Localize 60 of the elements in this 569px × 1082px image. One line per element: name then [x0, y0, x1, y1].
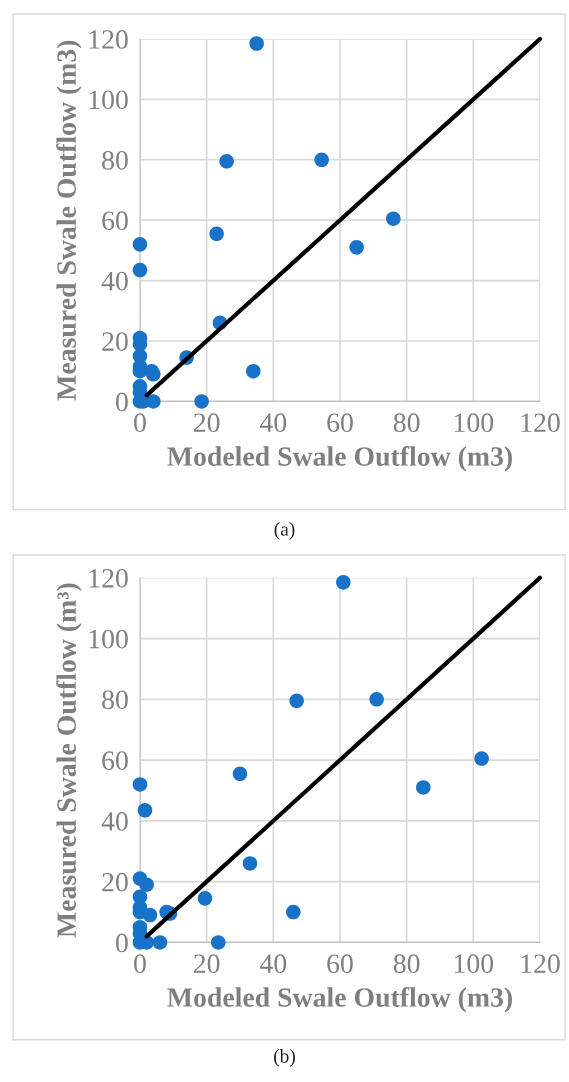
point	[146, 394, 161, 409]
x-tick-label: 40	[259, 413, 287, 433]
x-tick-label: 0	[134, 413, 146, 433]
y-tick-label: 60	[102, 211, 128, 231]
point	[137, 802, 153, 818]
y-tick-label: 0	[116, 392, 128, 412]
y-tick-label: 0	[116, 933, 128, 953]
point	[314, 152, 329, 168]
x-tick-label: 120	[521, 954, 560, 974]
point	[369, 692, 384, 707]
y-axis-title: Measured Swale Outflow (m3)	[56, 40, 82, 401]
y-tick-label: 100	[89, 629, 128, 649]
y-tick-label: 60	[102, 751, 128, 771]
point	[416, 780, 431, 795]
y-tick-label: 20	[102, 872, 128, 892]
x-tick-label: 20	[193, 413, 220, 433]
x-tick-label: 40	[259, 954, 287, 974]
point	[249, 36, 264, 51]
point	[286, 904, 301, 920]
x-tick-label: 60	[327, 413, 353, 433]
point	[209, 226, 224, 242]
point	[246, 363, 261, 379]
point	[289, 693, 304, 709]
x-tick-label: 0	[134, 954, 146, 974]
point	[142, 907, 158, 923]
point	[211, 935, 226, 950]
y-axis-title: Measured Swale Outflow (m³)	[56, 583, 82, 938]
y-tick-label: 120	[89, 568, 128, 588]
point	[232, 766, 248, 782]
x-tick-label: 80	[393, 954, 420, 974]
point	[336, 575, 351, 590]
point	[219, 154, 234, 169]
x-tick-label: 120	[521, 413, 560, 433]
point	[132, 262, 148, 278]
y-tick-label: 80	[102, 150, 128, 170]
point	[242, 856, 258, 871]
point	[197, 891, 213, 906]
y-tick-label: 20	[102, 332, 128, 351]
y-tick-label: 120	[89, 30, 128, 49]
y-tick-label: 100	[89, 90, 128, 110]
y-tick-label: 40	[101, 812, 128, 831]
x-tick-label: 100	[454, 954, 494, 974]
point	[194, 394, 209, 409]
x-tick-label: 100	[454, 413, 494, 433]
point	[132, 777, 148, 792]
text: (a)	[274, 522, 295, 540]
x-tick-label: 60	[327, 954, 353, 974]
point	[152, 935, 168, 950]
y-tick-label: 80	[102, 690, 128, 710]
y-tick-label: 40	[101, 271, 128, 291]
point	[349, 240, 364, 255]
text: (b)	[274, 1049, 295, 1067]
x-axis-title: Modeled Swale Outflow (m3)	[167, 987, 512, 1013]
point	[139, 877, 154, 892]
point	[386, 211, 401, 226]
x-tick-label: 80	[393, 413, 420, 433]
point	[132, 237, 148, 252]
x-tick-label: 20	[193, 954, 220, 974]
point	[474, 751, 489, 766]
x-axis-title: Modeled Swale Outflow (m3)	[167, 446, 512, 472]
